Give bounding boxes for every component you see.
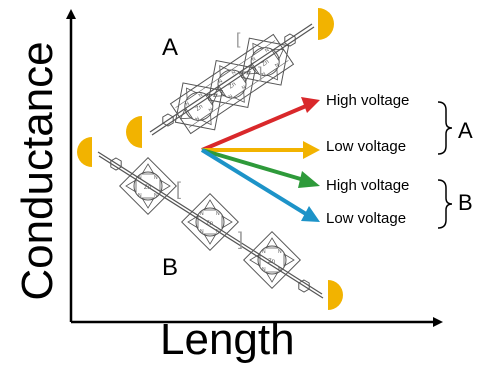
svg-text:[: [ — [236, 31, 241, 48]
molecule-a-label: A — [162, 34, 179, 61]
group-a-label: A — [458, 118, 473, 143]
gold-electrode-icon — [318, 8, 334, 40]
arrow-label-a-low: Low voltage — [326, 138, 407, 155]
brace-b — [437, 179, 453, 229]
arrow-b-low-head — [301, 206, 320, 222]
y-axis-title: Conductance — [13, 41, 62, 301]
gold-electrode-icon — [126, 116, 142, 148]
porphyrin-icon — [243, 231, 301, 289]
arrow-a-low-head — [303, 141, 320, 159]
arrow-b-high-head — [298, 171, 320, 188]
x-axis-title: Length — [160, 315, 295, 364]
brace-a — [437, 101, 453, 155]
svg-text:]: ] — [258, 65, 262, 82]
gold-electrode-icon — [77, 137, 92, 167]
porphyrin-icon — [192, 44, 272, 124]
arrow-label-b-low: Low voltage — [326, 210, 407, 227]
arrow-label-a-high: High voltage — [326, 92, 410, 109]
arrow-a-high — [201, 104, 307, 152]
svg-text:]: ] — [238, 229, 243, 249]
molecule-b: [ ] — [77, 137, 343, 310]
arrow-label-b-high: High voltage — [326, 177, 410, 194]
molecule-b-label: B — [162, 254, 179, 281]
porphyrin-icon — [181, 193, 239, 251]
molecule-a: [ ] — [126, 8, 334, 148]
porphyrin-icon — [119, 157, 177, 215]
gold-electrode-icon — [328, 280, 343, 310]
svg-text:[: [ — [176, 179, 181, 199]
arrow-b-high — [201, 148, 305, 182]
arrow-b-low — [200, 148, 308, 216]
arrow-a-high-head — [301, 97, 320, 113]
group-b-label: B — [458, 190, 473, 215]
voltage-arrows — [200, 97, 320, 222]
porphyrin-icon — [159, 66, 239, 147]
